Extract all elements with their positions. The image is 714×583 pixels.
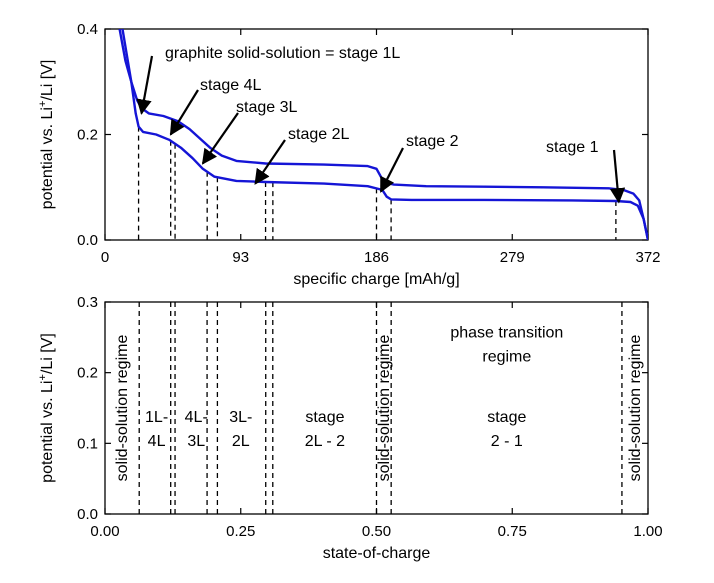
region-label: regime <box>482 348 531 365</box>
region-label: solid-solution regime <box>627 335 644 482</box>
y-axis-label-main: potential vs. Li <box>39 381 56 483</box>
region-label: 1L- <box>145 409 168 426</box>
region-label: 3L <box>187 433 205 450</box>
y-tick-label: 0.3 <box>77 294 98 311</box>
annotation-arrow <box>379 147 404 193</box>
annotation-label: stage 2L <box>288 126 349 143</box>
x-axis-label: specific charge [mAh/g] <box>293 271 459 288</box>
y-axis-label: potential vs. Li+/Li [V] <box>37 333 56 483</box>
y-tick-label: 0.1 <box>77 435 98 452</box>
x-tick-label: 0 <box>101 249 109 266</box>
x-tick-label: 186 <box>364 249 389 266</box>
y-tick-label: 0.0 <box>77 506 98 523</box>
y-tick-label: 0.2 <box>77 365 98 382</box>
annotation-arrow <box>169 89 199 136</box>
x-tick-label: 0.50 <box>362 523 391 540</box>
y-axis-label: potential vs. Li+/Li [V] <box>37 60 56 210</box>
panel-top: 0 93 186 279 372 0.0 0.2 0.4 specific charge [mA… <box>37 21 661 288</box>
y-tick-label: 0.4 <box>77 21 98 38</box>
region-label: 2L - 2 <box>305 433 345 450</box>
y-axis-label-sup: + <box>37 101 49 107</box>
annotation-label: stage 4L <box>200 77 261 94</box>
x-tick-label: 372 <box>635 249 660 266</box>
region-label: 2L <box>232 433 250 450</box>
annotation-label: stage 3L <box>236 99 297 116</box>
region-label: 4L- <box>185 409 208 426</box>
annotation-label: stage 2 <box>406 133 459 150</box>
y-axis-label-tail: /Li [V] <box>39 60 56 101</box>
region-label: stage <box>487 409 526 426</box>
annotation-arrow <box>201 112 239 165</box>
x-tick-label: 1.00 <box>633 523 662 540</box>
region-label: solid-solution regime <box>114 335 131 482</box>
annotation-arrow <box>609 149 626 204</box>
region-label: phase transition <box>450 324 563 341</box>
x-axis-label: state-of-charge <box>323 545 431 562</box>
y-tick-label: 0.2 <box>77 127 98 144</box>
region-label: 2 - 1 <box>491 433 523 450</box>
x-tick-label: 93 <box>232 249 249 266</box>
y-axis-label-main: potential vs. Li <box>39 107 56 209</box>
x-tick-label: 0.25 <box>226 523 255 540</box>
region-label: 3L- <box>229 409 252 426</box>
y-axis-label-sup: + <box>37 374 49 380</box>
region-label: 4L <box>148 433 166 450</box>
y-axis-label-tail: /Li [V] <box>39 333 56 374</box>
annotation-label: graphite solid-solution = stage 1L <box>165 45 400 62</box>
region-label: solid-solution regime <box>376 335 393 482</box>
x-tick-label: 0.75 <box>498 523 527 540</box>
annotation-arrow <box>254 139 286 185</box>
annotation-arrow <box>136 55 154 115</box>
y-tick-label: 0.0 <box>77 232 98 249</box>
region-label: stage <box>305 409 344 426</box>
panel-bottom: 0.00 0.25 0.50 0.75 1.00 0.0 0.1 0.2 0.3 state-of… <box>37 294 663 562</box>
annotation-label: stage 1 <box>546 139 599 156</box>
x-tick-label: 0.00 <box>90 523 119 540</box>
x-tick-label: 279 <box>500 249 525 266</box>
